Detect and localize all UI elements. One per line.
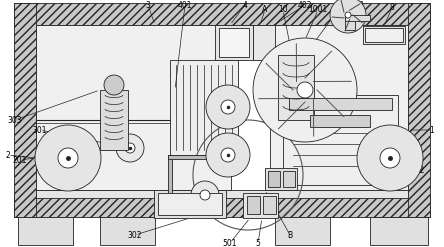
Bar bbox=[283, 171, 295, 187]
Circle shape bbox=[206, 133, 250, 177]
Bar bbox=[265, 168, 297, 190]
Text: 302: 302 bbox=[128, 230, 142, 240]
Circle shape bbox=[221, 100, 235, 114]
Bar bbox=[283, 95, 398, 185]
Text: 202: 202 bbox=[411, 165, 425, 174]
Bar bbox=[263, 196, 276, 214]
Bar bbox=[215, 25, 253, 60]
Text: 1: 1 bbox=[430, 125, 434, 135]
Bar bbox=[100, 217, 155, 245]
Circle shape bbox=[297, 82, 313, 98]
Text: B: B bbox=[287, 230, 293, 240]
Bar bbox=[14, 3, 36, 217]
Circle shape bbox=[104, 75, 124, 95]
Text: 303: 303 bbox=[8, 116, 22, 124]
Bar bbox=[14, 195, 430, 217]
Bar bbox=[268, 171, 280, 187]
Bar bbox=[18, 217, 73, 245]
Bar bbox=[270, 25, 408, 190]
Circle shape bbox=[191, 181, 219, 209]
Text: 3: 3 bbox=[146, 0, 151, 9]
Text: 402: 402 bbox=[298, 0, 312, 9]
Bar bbox=[363, 26, 405, 44]
Text: A: A bbox=[262, 5, 268, 15]
Text: 501: 501 bbox=[223, 239, 237, 247]
Circle shape bbox=[116, 134, 144, 162]
Circle shape bbox=[253, 38, 357, 142]
Circle shape bbox=[221, 148, 235, 162]
Bar bbox=[253, 25, 275, 60]
Bar bbox=[345, 15, 370, 21]
Bar bbox=[168, 155, 172, 195]
Bar bbox=[36, 25, 231, 190]
Bar bbox=[289, 98, 392, 110]
Circle shape bbox=[200, 190, 210, 200]
Text: 401: 401 bbox=[178, 0, 192, 9]
Circle shape bbox=[345, 12, 351, 18]
Bar bbox=[154, 190, 226, 218]
Text: 201: 201 bbox=[13, 156, 27, 165]
Bar bbox=[345, 15, 355, 30]
Circle shape bbox=[58, 148, 78, 168]
Bar bbox=[219, 28, 249, 57]
Bar bbox=[14, 3, 430, 25]
Text: 10: 10 bbox=[278, 5, 288, 15]
Circle shape bbox=[35, 125, 101, 191]
Bar bbox=[365, 28, 403, 42]
Bar bbox=[100, 90, 128, 150]
Text: 5: 5 bbox=[256, 239, 261, 247]
Bar bbox=[158, 193, 222, 215]
Bar bbox=[310, 115, 370, 127]
Bar bbox=[275, 217, 330, 245]
Text: 901: 901 bbox=[351, 0, 365, 9]
Circle shape bbox=[357, 125, 423, 191]
Bar bbox=[370, 217, 428, 245]
Text: 9: 9 bbox=[336, 5, 341, 15]
Bar bbox=[247, 196, 260, 214]
Circle shape bbox=[380, 148, 400, 168]
Circle shape bbox=[125, 143, 135, 153]
Text: 1001: 1001 bbox=[309, 5, 328, 15]
Text: 4: 4 bbox=[242, 0, 247, 9]
Bar bbox=[168, 155, 238, 159]
Text: 8: 8 bbox=[390, 3, 394, 13]
Bar bbox=[278, 55, 314, 120]
Circle shape bbox=[330, 0, 366, 33]
Bar bbox=[243, 193, 278, 218]
Text: 301: 301 bbox=[33, 125, 47, 135]
Bar bbox=[36, 190, 408, 198]
Text: 2: 2 bbox=[6, 150, 10, 160]
Bar bbox=[408, 3, 430, 217]
Circle shape bbox=[206, 85, 250, 129]
Bar bbox=[170, 60, 238, 155]
